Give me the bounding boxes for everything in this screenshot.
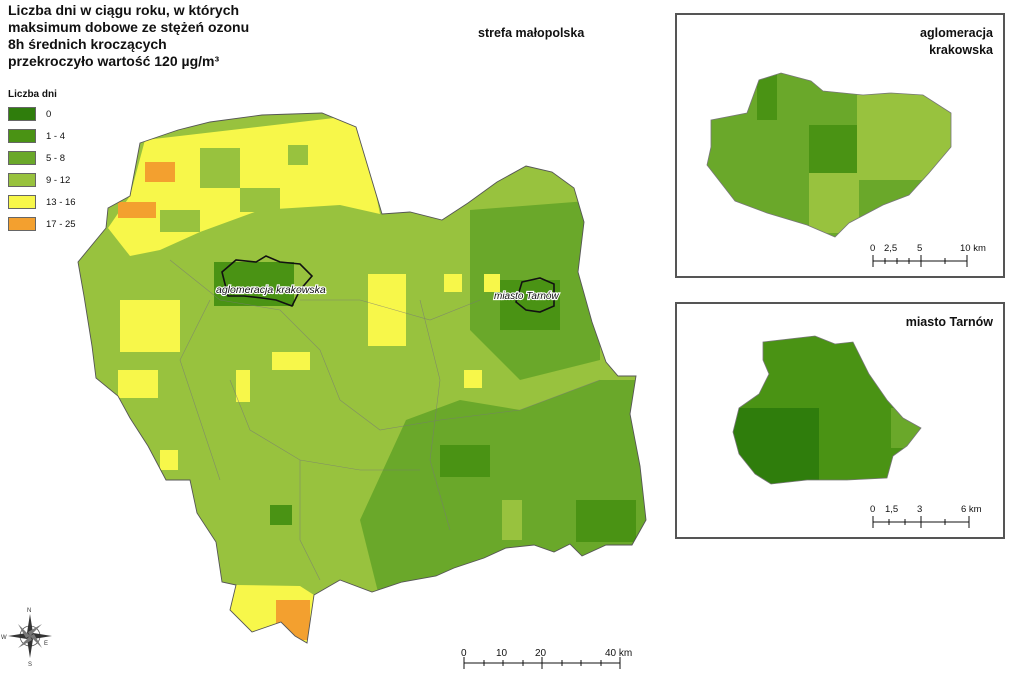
legend-item: 0 <box>8 103 76 125</box>
grid-cell-dark <box>576 500 636 542</box>
compass-n: N <box>27 608 31 614</box>
compass-s: S <box>28 662 32 668</box>
inset-scale-tick: 0 <box>870 504 875 515</box>
grid-cell-yellow <box>236 370 250 402</box>
krakow-outline <box>221 255 314 308</box>
legend: Liczba dni 0 1 - 4 5 - 8 9 - 12 13 - 16 … <box>8 89 76 235</box>
tarnow-label: miasto Tarnów <box>494 291 559 302</box>
inset-scale-tick: 1,5 <box>885 504 898 515</box>
scale-tick-label: 40 km <box>605 648 632 659</box>
grid-cell-mid <box>288 145 308 165</box>
compass-w: W <box>1 635 7 641</box>
legend-swatch <box>8 129 36 143</box>
legend-label: 5 - 8 <box>46 152 66 164</box>
scale-tick-label: 0 <box>461 648 467 659</box>
southeast-zone <box>360 380 646 600</box>
inset-krakow-title: aglomeracja krakowska <box>920 26 993 57</box>
legend-label: 9 - 12 <box>46 174 71 186</box>
inset-krakow-map: 0 2,5 5 10 km <box>706 72 986 267</box>
zone-label: strefa małopolska <box>478 26 585 40</box>
inset-tarnow-map: 0 1,5 3 6 km <box>732 335 982 528</box>
legend-title: Liczba dni <box>8 89 57 100</box>
inset-tarnow: miasto Tarnów 0 1,5 3 6 km <box>675 302 1005 539</box>
grid-cell-yellow <box>160 450 178 470</box>
grid-cell-dark <box>440 445 490 477</box>
grid-cell-yellow <box>444 274 462 292</box>
main-scale-bar: 0 10 20 40 km <box>461 648 632 669</box>
map-title: Liczba dni w ciągu roku, w których maksi… <box>8 2 250 69</box>
compass-rose-icon: N E S W <box>1 608 52 668</box>
inset-scale-tick: 0 <box>870 243 875 254</box>
inset-scale-tick: 6 km <box>961 504 982 515</box>
district-boundaries <box>169 259 601 581</box>
legend-item: 5 - 8 <box>8 147 76 169</box>
grid-cell-mid <box>200 148 240 188</box>
legend-swatch <box>8 217 36 231</box>
grid-cell-yellow <box>272 352 310 370</box>
legend-label: 13 - 16 <box>46 196 76 208</box>
grid-cell-yellow <box>368 274 406 346</box>
legend-item: 13 - 16 <box>8 191 76 213</box>
inset-scale-tick: 2,5 <box>884 243 897 254</box>
krakow-label: aglomeracja krakowska <box>216 284 326 296</box>
grid-cell-orange <box>118 202 156 218</box>
grid-cell-dark <box>214 262 294 306</box>
tarnow-outline <box>515 277 555 313</box>
inset-scale-tick: 3 <box>917 504 922 515</box>
main-map: aglomeracja krakowska miasto Tarnów 0 10… <box>1 112 647 669</box>
inset-tarnow-title: miasto Tarnów <box>905 315 993 329</box>
compass-e: E <box>44 641 48 647</box>
legend-item: 17 - 25 <box>8 213 76 235</box>
malopolska-outline <box>77 112 647 644</box>
grid-cell-yellow <box>484 274 500 292</box>
grid-cell-dark <box>500 280 560 330</box>
grid-cell-orange <box>145 162 175 182</box>
legend-label: 1 - 4 <box>46 130 66 142</box>
scale-tick-label: 10 <box>496 648 508 659</box>
inset-scale-tick: 5 <box>917 243 922 254</box>
grid-cell-yellow <box>120 300 180 352</box>
grid-cell-yellow <box>502 500 522 540</box>
grid-cell-mid <box>160 210 200 232</box>
legend-swatch <box>8 195 36 209</box>
legend-label: 17 - 25 <box>46 218 76 230</box>
grid-cell-dark <box>270 505 292 525</box>
legend-label: 0 <box>46 108 52 120</box>
scale-tick-label: 20 <box>535 648 547 659</box>
inset-scale-tick: 10 km <box>960 243 986 254</box>
legend-swatch <box>8 151 36 165</box>
grid-cell-yellow <box>464 370 482 388</box>
legend-item: 1 - 4 <box>8 125 76 147</box>
grid-cell-yellow <box>118 370 158 398</box>
legend-swatch <box>8 173 36 187</box>
grid-cell-mid <box>240 188 280 212</box>
legend-item: 9 - 12 <box>8 169 76 191</box>
legend-swatch <box>8 107 36 121</box>
inset-krakow: aglomeracja krakowska 0 2,5 <box>675 13 1005 278</box>
